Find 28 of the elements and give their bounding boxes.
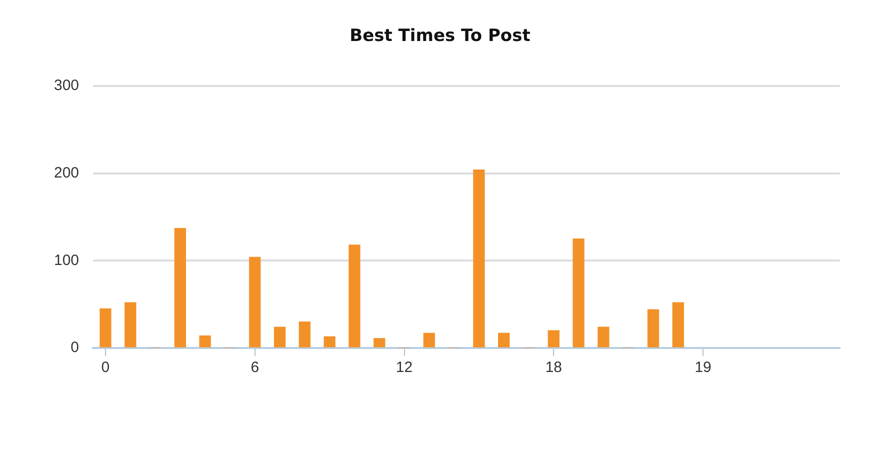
bar — [100, 308, 112, 348]
bar — [598, 326, 610, 348]
bar — [324, 336, 336, 348]
x-tick-label: 6 — [250, 359, 260, 376]
bar — [249, 256, 261, 348]
bar — [548, 330, 560, 348]
x-tick-label: 0 — [101, 359, 110, 376]
bar — [124, 302, 136, 348]
bar — [199, 335, 211, 348]
y-tick-label: 300 — [54, 77, 80, 94]
x-tick-label: 12 — [396, 359, 413, 376]
x-tick-label: 19 — [694, 359, 712, 376]
bar — [374, 338, 386, 348]
bar — [572, 238, 584, 348]
y-tick-label: 0 — [70, 339, 80, 356]
y-tick-label: 100 — [54, 252, 80, 269]
bar — [274, 326, 286, 348]
chart-title: Best Times To Post — [348, 26, 532, 46]
bar — [647, 309, 660, 348]
bar — [498, 332, 510, 348]
y-tick-label: 200 — [54, 164, 80, 182]
x-tick-label: 18 — [545, 359, 562, 376]
bar — [348, 244, 360, 348]
bar — [174, 228, 186, 348]
bar — [298, 321, 310, 348]
bar — [423, 332, 435, 348]
bar — [473, 170, 485, 348]
bar — [672, 302, 684, 348]
